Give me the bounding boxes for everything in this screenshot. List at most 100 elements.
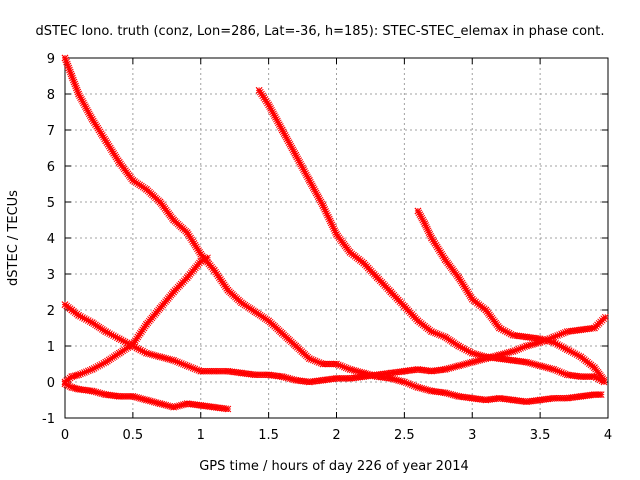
data-point bbox=[428, 387, 435, 395]
data-point bbox=[414, 366, 422, 373]
y-tick-label: 4 bbox=[47, 232, 55, 247]
data-point bbox=[441, 389, 449, 397]
x-tick-label: 0 bbox=[61, 428, 69, 443]
data-point bbox=[387, 288, 395, 296]
data-point bbox=[346, 249, 354, 256]
data-point bbox=[88, 115, 96, 123]
data-point bbox=[509, 348, 517, 355]
data-point bbox=[292, 151, 300, 159]
data-point bbox=[170, 288, 177, 296]
x-tick-label: 2 bbox=[332, 428, 340, 443]
data-point bbox=[319, 360, 327, 368]
data-point bbox=[591, 364, 598, 371]
data-point bbox=[591, 391, 598, 398]
data-point bbox=[600, 376, 608, 384]
data-point bbox=[468, 349, 476, 357]
series-markers bbox=[61, 301, 609, 386]
data-point bbox=[68, 72, 76, 80]
data-point bbox=[421, 220, 429, 227]
x-tick-label: 3.5 bbox=[530, 428, 551, 443]
y-tick-label: 3 bbox=[47, 268, 55, 283]
data-point bbox=[238, 299, 245, 307]
data-point bbox=[102, 358, 110, 366]
data-point bbox=[319, 376, 327, 384]
data-point bbox=[102, 328, 110, 335]
data-point bbox=[496, 355, 503, 362]
data-point bbox=[61, 301, 69, 308]
data-point bbox=[292, 342, 300, 350]
data-point bbox=[468, 394, 476, 402]
data-point bbox=[401, 303, 408, 310]
data-point bbox=[496, 394, 503, 402]
data-point bbox=[509, 396, 517, 404]
data-point bbox=[102, 137, 110, 145]
data-point bbox=[550, 366, 558, 373]
data-point bbox=[75, 385, 82, 393]
y-tick-label: 9 bbox=[47, 52, 55, 67]
data-point bbox=[75, 90, 82, 98]
y-tick-label: 2 bbox=[47, 304, 55, 319]
x-tick-label: 3 bbox=[468, 428, 476, 443]
series-2 bbox=[61, 301, 609, 386]
data-point bbox=[88, 366, 96, 373]
data-point bbox=[156, 400, 164, 407]
series-1 bbox=[61, 54, 605, 406]
data-point bbox=[577, 373, 585, 380]
data-point bbox=[373, 371, 381, 379]
data-point bbox=[401, 378, 408, 386]
series-markers bbox=[414, 207, 607, 384]
data-series bbox=[61, 54, 609, 413]
data-point bbox=[292, 376, 300, 384]
data-point bbox=[88, 319, 96, 326]
data-point bbox=[414, 317, 422, 325]
data-point bbox=[61, 380, 69, 388]
data-point bbox=[143, 321, 150, 328]
data-point bbox=[455, 393, 463, 400]
chart-title: dSTEC Iono. truth (conz, Lon=286, Lat=-3… bbox=[35, 24, 604, 39]
data-point bbox=[224, 286, 232, 294]
data-point bbox=[591, 324, 598, 332]
data-point bbox=[387, 375, 395, 382]
series-3 bbox=[61, 254, 211, 386]
data-point bbox=[170, 403, 177, 411]
series-6 bbox=[414, 207, 608, 384]
data-point bbox=[333, 360, 340, 368]
data-point bbox=[224, 367, 232, 375]
data-point bbox=[523, 398, 530, 406]
data-point bbox=[414, 207, 422, 215]
data-point bbox=[183, 362, 191, 370]
data-point bbox=[197, 258, 205, 265]
data-point bbox=[523, 342, 530, 350]
data-point bbox=[455, 342, 463, 350]
data-point bbox=[428, 328, 435, 335]
data-point bbox=[428, 234, 435, 242]
data-point bbox=[577, 353, 585, 361]
data-point bbox=[210, 403, 218, 411]
data-point bbox=[68, 306, 76, 314]
series-4 bbox=[61, 380, 232, 413]
data-point bbox=[577, 393, 585, 400]
data-point bbox=[156, 353, 164, 361]
data-point bbox=[183, 400, 191, 407]
y-tick-label: 7 bbox=[47, 124, 55, 139]
data-point bbox=[251, 308, 259, 316]
data-point bbox=[88, 387, 96, 395]
data-point bbox=[360, 373, 368, 380]
data-point bbox=[536, 362, 544, 370]
data-point bbox=[563, 328, 571, 335]
data-point bbox=[414, 384, 422, 391]
data-point bbox=[305, 378, 313, 386]
data-point bbox=[265, 317, 272, 325]
data-point bbox=[210, 367, 218, 375]
data-point bbox=[305, 355, 313, 362]
data-point bbox=[333, 375, 340, 382]
y-tick-label: 6 bbox=[47, 160, 55, 175]
data-point bbox=[143, 349, 150, 357]
y-tick-label: 8 bbox=[47, 88, 55, 103]
data-point bbox=[278, 126, 286, 134]
data-point bbox=[428, 367, 435, 375]
data-point bbox=[550, 394, 558, 402]
data-point bbox=[224, 405, 232, 413]
data-point bbox=[536, 335, 544, 343]
